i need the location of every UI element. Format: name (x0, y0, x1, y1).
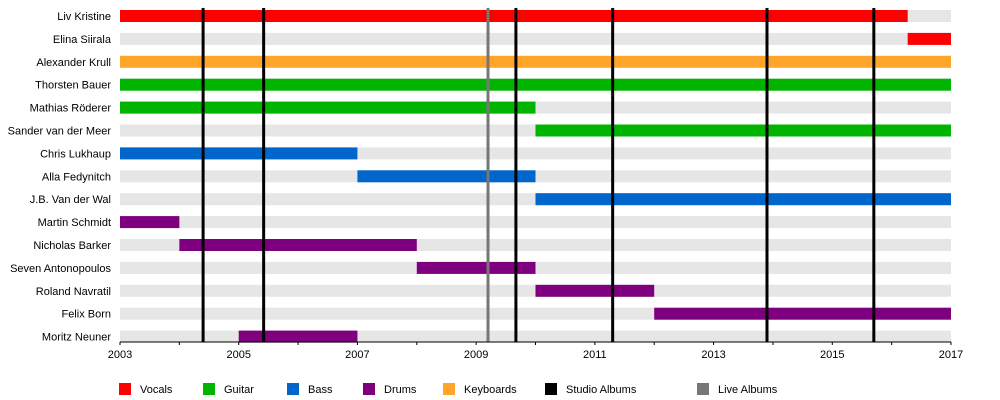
album-lines (201, 8, 876, 342)
x-tick-label: 2017 (939, 349, 963, 361)
legend-swatch-bass (287, 383, 299, 395)
member-labels: Liv Kristine Elina Siirala Alexander Krull… (8, 11, 112, 344)
x-tick-label: 2013 (701, 349, 725, 361)
member-label: Liv Kristine (57, 11, 111, 23)
bar-guitar (120, 101, 536, 114)
member-label: J.B. Van der Wal (30, 194, 111, 206)
legend-label-bass: Bass (308, 384, 333, 396)
row-stripe (120, 216, 951, 229)
bar-drums (654, 307, 951, 320)
bar-bass (120, 147, 358, 160)
member-label: Mathias Röderer (30, 103, 112, 115)
x-tick-label: 2005 (226, 349, 250, 361)
legend-label-vocals: Vocals (140, 384, 173, 396)
member-label: Elina Siirala (53, 34, 112, 46)
legend-swatch-live (697, 383, 709, 395)
member-label: Nicholas Barker (33, 240, 111, 252)
member-label: Alexander Krull (36, 57, 111, 69)
x-axis: 2003 2005 2007 2009 2011 2013 2015 2017 (108, 341, 963, 361)
x-tick-label: 2003 (108, 349, 132, 361)
member-label: Moritz Neuner (42, 332, 111, 344)
bar-vocals (907, 32, 951, 45)
legend-swatch-studio (545, 383, 557, 395)
bar-keyboards (120, 55, 951, 68)
legend-label-live: Live Albums (718, 384, 778, 396)
x-tick-label: 2015 (820, 349, 844, 361)
member-label: Seven Antonopoulos (10, 263, 111, 275)
member-label: Alla Fedynitch (42, 171, 111, 183)
bar-drums (238, 330, 358, 343)
member-label: Martin Schmidt (38, 217, 111, 229)
bar-drums (535, 284, 655, 297)
member-label: Chris Lukhaup (40, 148, 111, 160)
legend-label-keyboards: Keyboards (464, 384, 517, 396)
bar-bass (357, 170, 536, 183)
bar-drums (416, 261, 536, 274)
legend-swatch-vocals (119, 383, 131, 395)
bar-guitar (535, 124, 951, 137)
legend-label-guitar: Guitar (224, 384, 254, 396)
bar-vocals (120, 10, 908, 22)
legend-swatch-drums (363, 383, 375, 395)
legend-swatch-guitar (203, 383, 215, 395)
legend-label-drums: Drums (384, 384, 417, 396)
bar-drums (120, 216, 180, 229)
row-stripe (120, 32, 951, 45)
bar-guitar (120, 78, 951, 91)
legend-label-studio: Studio Albums (566, 384, 637, 396)
x-tick-label: 2007 (345, 349, 369, 361)
x-tick-label: 2011 (583, 349, 607, 361)
member-label: Thorsten Bauer (35, 80, 111, 92)
membership-bars (120, 10, 951, 343)
member-label: Roland Navratil (36, 286, 111, 298)
bar-drums (179, 239, 417, 251)
bar-bass (535, 193, 951, 206)
member-label: Felix Born (61, 309, 111, 321)
legend: Vocals Guitar Bass Drums Keyboards Studio Alb… (119, 383, 778, 396)
legend-swatch-keyboards (443, 383, 455, 395)
x-tick-label: 2009 (464, 349, 488, 361)
member-label: Sander van der Meer (8, 126, 112, 138)
